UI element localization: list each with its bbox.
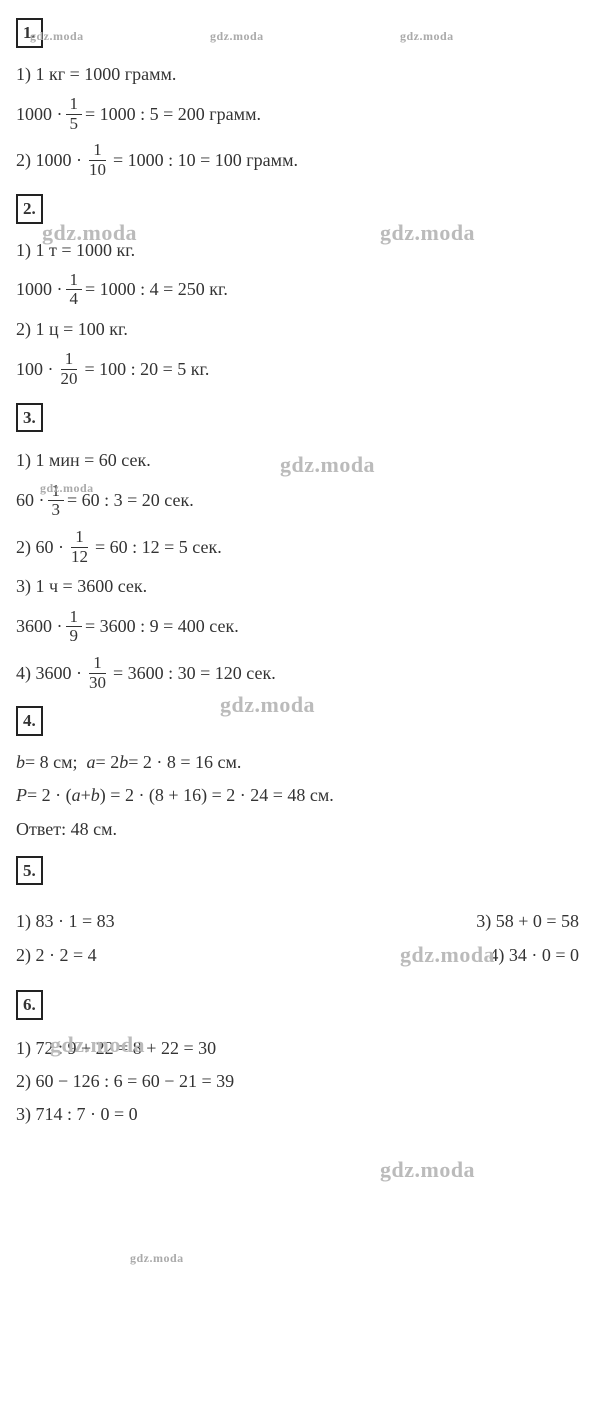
fraction: 1 9: [66, 608, 83, 646]
task-5: 5. 1) 83 · 1 = 83 2) 2 · 2 = 4 3) 58 + 0…: [16, 856, 579, 976]
watermark-text: gdz.moda: [130, 1250, 184, 1267]
task-3-line-4: 3) 1 ч = 3600 сек.: [16, 574, 579, 599]
fraction: 1 4: [66, 271, 83, 309]
var-a: a: [87, 750, 96, 775]
text: = 1000 : 5 = 200 грамм.: [85, 102, 261, 127]
text: = 8 см;: [25, 750, 87, 775]
task-1: 1. 1) 1 кг = 1000 грамм. 1000 · 1 5 = 10…: [16, 18, 579, 180]
task-6-line-1: 1) 72 : 9 + 22 = 8 + 22 = 30: [16, 1036, 579, 1061]
numerator: 1: [61, 350, 78, 370]
task-2-number: 2.: [16, 194, 43, 224]
var-b: b: [16, 750, 25, 775]
task-3-line-5: 3600 · 1 9 = 3600 : 9 = 400 сек.: [16, 608, 579, 646]
denominator: 20: [57, 370, 82, 389]
denominator: 4: [66, 290, 83, 309]
text: = 2 · 8 = 16 см.: [128, 750, 241, 775]
numerator: 1: [71, 528, 88, 548]
task-1-line-3: 2) 1000 · 1 10 = 1000 : 10 = 100 грамм.: [16, 141, 579, 179]
denominator: 9: [66, 627, 83, 646]
task-4-answer: Ответ: 48 см.: [16, 817, 579, 842]
denominator: 12: [67, 548, 92, 567]
task-3-line-3: 2) 60 · 1 12 = 60 : 12 = 5 сек.: [16, 528, 579, 566]
task-1-line-2: 1000 · 1 5 = 1000 : 5 = 200 грамм.: [16, 95, 579, 133]
task-3-line-2: 60 · 1 3 = 60 : 3 = 20 сек.: [16, 482, 579, 520]
task-3: 3. 1) 1 мин = 60 сек. 60 · 1 3 = 60 : 3 …: [16, 403, 579, 693]
task-5-left-1: 1) 83 · 1 = 83: [16, 909, 326, 934]
text: 2) 1000 ·: [16, 148, 82, 173]
task-6: 6. 1) 72 : 9 + 22 = 8 + 22 = 30 2) 60 − …: [16, 990, 579, 1127]
task-2-line-4: 100 · 1 20 = 100 : 20 = 5 кг.: [16, 350, 579, 388]
watermark-text: gdz.moda: [380, 1155, 475, 1186]
text: = 3600 : 30 = 120 сек.: [113, 661, 276, 686]
numerator: 1: [48, 482, 65, 502]
text: = 3600 : 9 = 400 сек.: [85, 614, 239, 639]
denominator: 3: [48, 501, 65, 520]
task-6-number: 6.: [16, 990, 43, 1020]
task-5-number: 5.: [16, 856, 43, 886]
text: = 1000 : 10 = 100 грамм.: [113, 148, 298, 173]
numerator: 1: [89, 654, 106, 674]
task-6-line-3: 3) 714 : 7 · 0 = 0: [16, 1102, 579, 1127]
task-2-line-1: 1) 1 т = 1000 кг.: [16, 238, 579, 263]
text: 100 ·: [16, 357, 54, 382]
var-p: P: [16, 783, 27, 808]
task-4-line-2: P = 2 · (a + b) = 2 · (8 + 16) = 2 · 24 …: [16, 783, 579, 808]
denominator: 30: [85, 674, 110, 693]
text: 2) 60 ·: [16, 535, 64, 560]
task-2-line-2: 1000 · 1 4 = 1000 : 4 = 250 кг.: [16, 271, 579, 309]
text: 4) 3600 ·: [16, 661, 82, 686]
text: = 60 : 12 = 5 сек.: [95, 535, 222, 560]
fraction: 1 12: [67, 528, 92, 566]
text: = 60 : 3 = 20 сек.: [67, 488, 194, 513]
task-6-line-2: 2) 60 − 126 : 6 = 60 − 21 = 39: [16, 1069, 579, 1094]
text: = 100 : 20 = 5 кг.: [85, 357, 210, 382]
text: 1000 ·: [16, 102, 63, 127]
task-5-right-2: 4) 34 · 0 = 0: [354, 943, 579, 968]
task-4: 4. b = 8 см; a = 2b = 2 · 8 = 16 см. P =…: [16, 706, 579, 841]
fraction: 1 3: [48, 482, 65, 520]
text: ) = 2 · (8 + 16) = 2 · 24 = 48 см.: [100, 783, 334, 808]
numerator: 1: [66, 608, 83, 628]
task-2: 2. 1) 1 т = 1000 кг. 1000 · 1 4 = 1000 :…: [16, 194, 579, 389]
text: = 1000 : 4 = 250 кг.: [85, 277, 228, 302]
task-3-line-6: 4) 3600 · 1 30 = 3600 : 30 = 120 сек.: [16, 654, 579, 692]
text: +: [81, 783, 91, 808]
task-5-left-2: 2) 2 · 2 = 4: [16, 943, 326, 968]
fraction: 1 30: [85, 654, 110, 692]
var-b: b: [119, 750, 128, 775]
text: = 2 · (: [27, 783, 72, 808]
task-4-line-1: b = 8 см; a = 2b = 2 · 8 = 16 см.: [16, 750, 579, 775]
numerator: 1: [66, 95, 83, 115]
task-2-line-3: 2) 1 ц = 100 кг.: [16, 317, 579, 342]
fraction: 1 20: [57, 350, 82, 388]
denominator: 10: [85, 161, 110, 180]
task-3-line-1: 1) 1 мин = 60 сек.: [16, 448, 579, 473]
numerator: 1: [89, 141, 106, 161]
task-1-line-1: 1) 1 кг = 1000 грамм.: [16, 62, 579, 87]
task-4-number: 4.: [16, 706, 43, 736]
fraction: 1 10: [85, 141, 110, 179]
text: 3600 ·: [16, 614, 63, 639]
text: 60 ·: [16, 488, 45, 513]
task-1-number: 1.: [16, 18, 43, 48]
task-3-number: 3.: [16, 403, 43, 433]
var-a: a: [72, 783, 81, 808]
task-5-right-1: 3) 58 + 0 = 58: [354, 909, 579, 934]
denominator: 5: [66, 115, 83, 134]
text: 1000 ·: [16, 277, 63, 302]
text: = 2: [96, 750, 120, 775]
numerator: 1: [66, 271, 83, 291]
var-b: b: [91, 783, 100, 808]
fraction: 1 5: [66, 95, 83, 133]
